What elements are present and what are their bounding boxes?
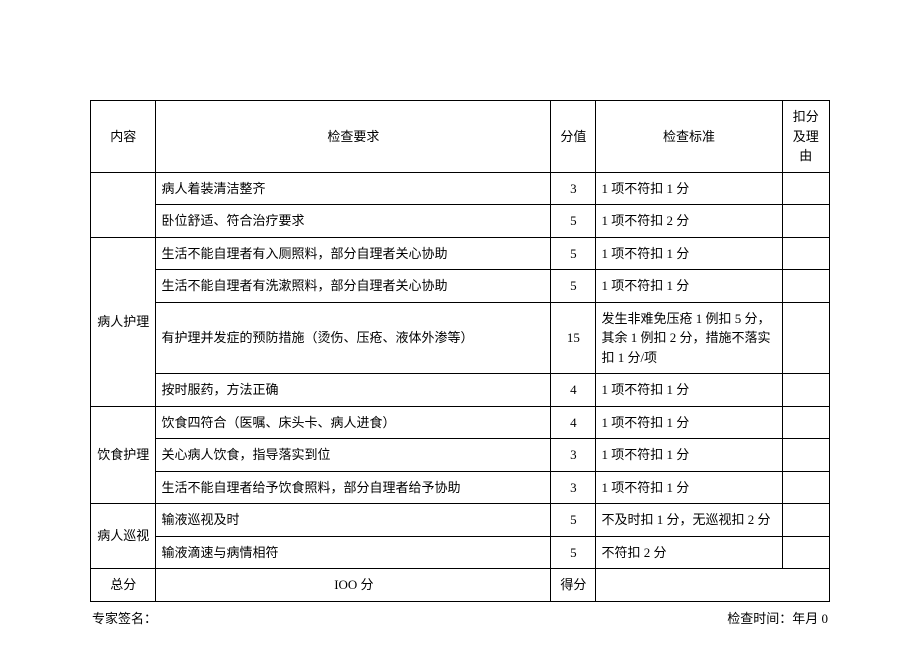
deduct-cell: [782, 237, 829, 270]
score-cell: 3: [551, 471, 596, 504]
score-cell: 15: [551, 302, 596, 374]
header-category: 内容: [91, 101, 156, 173]
footer: 专家签名： 检查时间：年月 0: [90, 608, 830, 627]
score-label: 得分: [551, 569, 596, 602]
standard-cell: 1 项不符扣 1 分: [596, 374, 782, 407]
header-deduct: 扣分及理由: [782, 101, 829, 173]
score-cell: 5: [551, 205, 596, 238]
table-row: 生活不能自理者有洗漱照料，部分自理者关心协助51 项不符扣 1 分: [91, 270, 830, 303]
table-row: 病人巡视输液巡视及时5不及时扣 1 分，无巡视扣 2 分: [91, 504, 830, 537]
table-row: 卧位舒适、符合治疗要求51 项不符扣 2 分: [91, 205, 830, 238]
table-row: 按时服药，方法正确41 项不符扣 1 分: [91, 374, 830, 407]
category-cell: [91, 172, 156, 237]
table-row: 关心病人饮食，指导落实到位31 项不符扣 1 分: [91, 439, 830, 472]
standard-cell: 1 项不符扣 2 分: [596, 205, 782, 238]
requirement-cell: 按时服药，方法正确: [156, 374, 551, 407]
requirement-cell: 病人着装清洁整齐: [156, 172, 551, 205]
deduct-cell: [782, 270, 829, 303]
deduct-cell: [782, 302, 829, 374]
deduct-cell: [782, 406, 829, 439]
standard-cell: 1 项不符扣 1 分: [596, 237, 782, 270]
requirement-cell: 卧位舒适、符合治疗要求: [156, 205, 551, 238]
deduct-cell: [782, 536, 829, 569]
total-label: 总分: [91, 569, 156, 602]
total-row: 总分IOO 分得分: [91, 569, 830, 602]
deduct-cell: [782, 374, 829, 407]
standard-cell: 1 项不符扣 1 分: [596, 471, 782, 504]
requirement-cell: 有护理并发症的预防措施（烫伤、压疮、液体外渗等）: [156, 302, 551, 374]
standard-cell: 1 项不符扣 1 分: [596, 439, 782, 472]
category-cell: 病人护理: [91, 237, 156, 406]
standard-cell: 1 项不符扣 1 分: [596, 172, 782, 205]
standard-cell: 不符扣 2 分: [596, 536, 782, 569]
score-cell: 3: [551, 172, 596, 205]
deduct-cell: [782, 439, 829, 472]
table-row: 饮食护理饮食四符合（医嘱、床头卡、病人进食）41 项不符扣 1 分: [91, 406, 830, 439]
score-cell: 3: [551, 439, 596, 472]
requirement-cell: 生活不能自理者有入厕照料，部分自理者关心协助: [156, 237, 551, 270]
header-row: 内容 检查要求 分值 检查标准 扣分及理由: [91, 101, 830, 173]
table-row: 有护理并发症的预防措施（烫伤、压疮、液体外渗等）15发生非难免压疮 1 例扣 5…: [91, 302, 830, 374]
score-cell: 5: [551, 270, 596, 303]
requirement-cell: 生活不能自理者有洗漱照料，部分自理者关心协助: [156, 270, 551, 303]
header-score: 分值: [551, 101, 596, 173]
inspection-table: 内容 检查要求 分值 检查标准 扣分及理由 病人着装清洁整齐31 项不符扣 1 …: [90, 100, 830, 602]
table-row: 病人着装清洁整齐31 项不符扣 1 分: [91, 172, 830, 205]
requirement-cell: 输液滴速与病情相符: [156, 536, 551, 569]
deduct-cell: [782, 205, 829, 238]
standard-cell: 发生非难免压疮 1 例扣 5 分，其余 1 例扣 2 分，措施不落实扣 1 分/…: [596, 302, 782, 374]
deduct-cell: [782, 504, 829, 537]
standard-cell: 1 项不符扣 1 分: [596, 270, 782, 303]
sign-label: 专家签名：: [92, 608, 157, 627]
standard-cell: 1 项不符扣 1 分: [596, 406, 782, 439]
deduct-cell: [782, 172, 829, 205]
category-cell: 饮食护理: [91, 406, 156, 504]
category-cell: 病人巡视: [91, 504, 156, 569]
score-cell: 5: [551, 504, 596, 537]
requirement-cell: 饮食四符合（医嘱、床头卡、病人进食）: [156, 406, 551, 439]
requirement-cell: 关心病人饮食，指导落实到位: [156, 439, 551, 472]
requirement-cell: 生活不能自理者给予饮食照料，部分自理者给予协助: [156, 471, 551, 504]
header-standard: 检查标准: [596, 101, 782, 173]
table-row: 生活不能自理者给予饮食照料，部分自理者给予协助31 项不符扣 1 分: [91, 471, 830, 504]
deduct-cell: [782, 471, 829, 504]
score-cell: 4: [551, 406, 596, 439]
time-label: 检查时间：年月 0: [727, 608, 828, 627]
table-row: 输液滴速与病情相符5不符扣 2 分: [91, 536, 830, 569]
score-cell: 4: [551, 374, 596, 407]
score-cell: 5: [551, 237, 596, 270]
requirement-cell: 输液巡视及时: [156, 504, 551, 537]
total-value: IOO 分: [156, 569, 551, 602]
score-cell: 5: [551, 536, 596, 569]
header-requirement: 检查要求: [156, 101, 551, 173]
standard-cell: 不及时扣 1 分，无巡视扣 2 分: [596, 504, 782, 537]
total-empty: [596, 569, 830, 602]
table-row: 病人护理生活不能自理者有入厕照料，部分自理者关心协助51 项不符扣 1 分: [91, 237, 830, 270]
